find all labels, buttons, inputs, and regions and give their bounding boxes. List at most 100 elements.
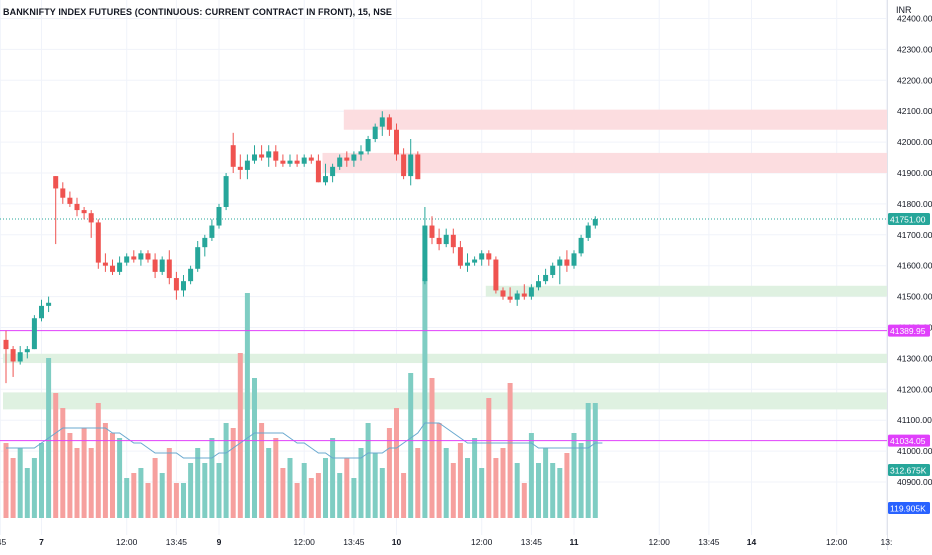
price-tick-label: 41000.00 bbox=[897, 446, 932, 456]
demand-zone bbox=[3, 392, 887, 410]
candle-body bbox=[17, 352, 23, 362]
candle-body bbox=[223, 176, 229, 207]
candle-body bbox=[486, 253, 492, 260]
supply-zone bbox=[343, 109, 887, 130]
candle-body bbox=[53, 176, 59, 189]
volume-bar bbox=[521, 483, 527, 518]
grid bbox=[0, 0, 887, 535]
volume-bar bbox=[173, 483, 179, 518]
candle-body bbox=[543, 274, 549, 282]
volume-bar bbox=[571, 433, 577, 518]
price-tick-label: 41100.00 bbox=[897, 415, 932, 425]
candle-body bbox=[10, 349, 16, 362]
price-tick-label: 41800.00 bbox=[897, 199, 932, 209]
candle-body bbox=[564, 259, 570, 266]
last-price-tag: 41751.00 bbox=[890, 215, 926, 225]
candle-body bbox=[237, 166, 243, 170]
time-tick-label: 13:45 bbox=[698, 537, 720, 547]
volume-bar bbox=[514, 463, 520, 518]
candle-body bbox=[415, 154, 421, 180]
level-price-tag: 41389.95 bbox=[890, 326, 926, 336]
volume-bar bbox=[159, 473, 165, 518]
candle-body bbox=[315, 160, 321, 183]
volume-bar bbox=[500, 448, 506, 518]
candle-body bbox=[323, 176, 328, 183]
candle-body bbox=[386, 117, 392, 130]
volume-bar bbox=[31, 458, 37, 518]
volume-ma-line bbox=[6, 422, 603, 459]
candle-body bbox=[124, 256, 130, 263]
volume-bar bbox=[344, 458, 350, 518]
candle-body bbox=[166, 259, 172, 279]
volume-bar bbox=[301, 463, 307, 518]
price-tick-label: 41700.00 bbox=[897, 230, 932, 240]
time-axis[interactable]: :45 7 12:00 13:45 9 12:00 13:45 10 12:00 13:45 11 1… bbox=[0, 537, 892, 547]
price-axis[interactable]: 42400.00 42300.00 42200.00 42100.00 42000.00… bbox=[897, 14, 932, 488]
candle-body bbox=[436, 237, 442, 245]
level-price-tag: 41034.05 bbox=[890, 436, 926, 446]
candle-body bbox=[252, 154, 257, 161]
candle-body bbox=[507, 296, 513, 300]
level-lines bbox=[0, 218, 887, 442]
volume-bar bbox=[308, 478, 314, 518]
candle-body bbox=[244, 160, 250, 170]
volume-bar bbox=[145, 483, 151, 518]
candle-body bbox=[571, 253, 577, 266]
volume-bar bbox=[181, 483, 186, 518]
candle-body bbox=[514, 293, 520, 300]
volume-bar bbox=[429, 378, 435, 518]
volume-bar bbox=[457, 443, 463, 518]
candle-body bbox=[131, 256, 137, 260]
time-tick-label: 13:45 bbox=[521, 537, 543, 547]
volume-bar bbox=[102, 423, 108, 518]
candle-body bbox=[60, 188, 66, 198]
price-tick-label: 42000.00 bbox=[897, 137, 932, 147]
candle-body bbox=[528, 287, 534, 297]
candle-body bbox=[472, 259, 478, 263]
volume-value-tag: 312.675K bbox=[890, 466, 927, 476]
time-tick-label: 12:00 bbox=[826, 537, 848, 547]
candle-body bbox=[536, 281, 541, 288]
volume-bar bbox=[543, 448, 549, 518]
volume-bar bbox=[67, 433, 73, 518]
volume-bar bbox=[17, 448, 23, 518]
candle-body bbox=[465, 262, 470, 266]
volume-bar bbox=[110, 433, 115, 518]
volume-bar bbox=[259, 423, 265, 518]
volume-bar bbox=[60, 408, 66, 518]
volume-bar bbox=[351, 478, 357, 518]
volume-bar bbox=[415, 448, 421, 518]
volume-bar bbox=[450, 463, 456, 518]
volume-bar bbox=[124, 478, 130, 518]
volume-ma-tag-bg bbox=[888, 502, 930, 514]
time-tick-label: 13: bbox=[880, 537, 892, 547]
volume-bar bbox=[550, 463, 556, 518]
volume-bar bbox=[117, 438, 123, 518]
candle-body bbox=[159, 259, 165, 272]
candle-body bbox=[188, 268, 194, 282]
volume-bar bbox=[237, 353, 243, 518]
time-tick-label: 12:00 bbox=[294, 537, 316, 547]
volume-bar bbox=[592, 403, 598, 518]
candle-body bbox=[259, 154, 265, 158]
candle-body bbox=[479, 253, 485, 260]
chart-title: BANKNIFTY INDEX FUTURES (CONTINUOUS: CUR… bbox=[3, 7, 393, 17]
candle-body bbox=[500, 290, 506, 297]
volume-bar bbox=[358, 448, 364, 518]
volume-bar bbox=[230, 428, 236, 518]
volume-bar bbox=[95, 403, 101, 518]
volume-bar bbox=[280, 468, 286, 518]
candle-body bbox=[358, 151, 364, 155]
volume-bar bbox=[372, 453, 378, 518]
candle-body bbox=[429, 225, 435, 238]
candle-body bbox=[138, 253, 144, 260]
price-tags: 41389.95 41034.05 41751.00 312.675K 119.905K bbox=[888, 213, 930, 514]
candle-body bbox=[152, 259, 158, 272]
candle-body bbox=[394, 129, 399, 155]
candle-body bbox=[379, 117, 385, 127]
candle-body bbox=[31, 318, 37, 350]
time-tick-label: 12:00 bbox=[471, 537, 493, 547]
volume-bar bbox=[273, 438, 279, 518]
